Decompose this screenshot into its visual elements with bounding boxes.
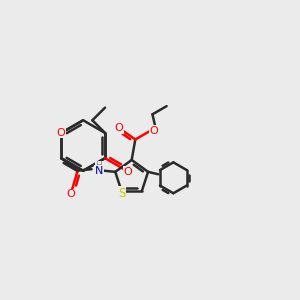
Text: H: H bbox=[96, 161, 102, 170]
Text: O: O bbox=[115, 123, 123, 134]
Text: N: N bbox=[95, 166, 103, 176]
Text: O: O bbox=[124, 167, 133, 176]
Text: O: O bbox=[66, 189, 75, 200]
Text: O: O bbox=[57, 128, 66, 138]
Text: S: S bbox=[118, 187, 125, 200]
Text: O: O bbox=[150, 126, 159, 136]
